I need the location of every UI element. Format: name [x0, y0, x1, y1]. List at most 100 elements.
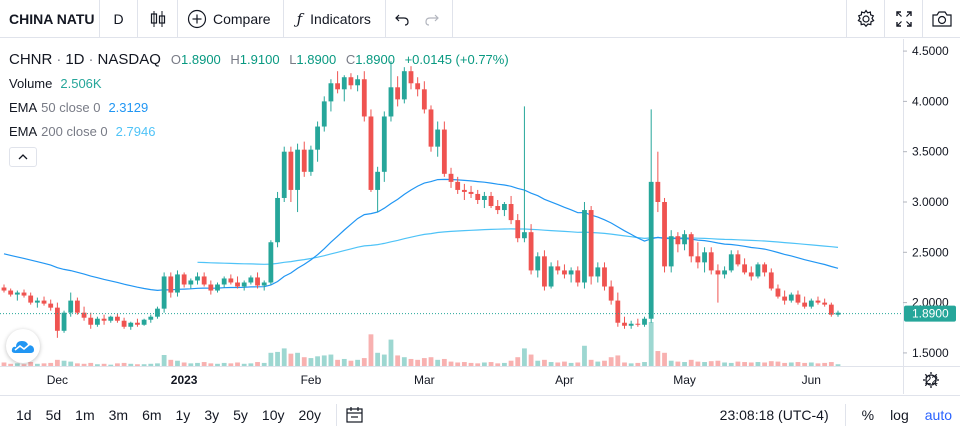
ema50-args: 50 close 0	[41, 99, 101, 115]
percent-scale-toggle[interactable]: %	[861, 407, 875, 423]
candle-body	[501, 204, 507, 211]
candle-body	[535, 256, 541, 271]
range-5d[interactable]: 5d	[45, 406, 62, 423]
ema50-legend-row[interactable]: EMA 50 close 0 2.3129	[9, 95, 515, 119]
chart-type-button[interactable]	[138, 0, 178, 38]
volume-bar	[54, 359, 60, 366]
volume-bar	[355, 359, 361, 366]
candle-body	[34, 300, 40, 303]
range-3m[interactable]: 3m	[108, 406, 129, 423]
auto-scale-toggle[interactable]: auto	[924, 407, 952, 423]
price-chart[interactable]: 4.50004.00003.50003.00002.50002.00001.50…	[0, 39, 960, 394]
candle-body	[495, 206, 501, 211]
calendar-range-icon[interactable]	[345, 406, 365, 424]
candle-body	[461, 189, 467, 192]
volume-bar	[155, 363, 160, 366]
fullscreen-button[interactable]	[884, 0, 922, 38]
candle-body	[568, 270, 574, 275]
chevron-up-icon	[18, 154, 28, 160]
candle-body	[54, 307, 60, 331]
tradingview-logo[interactable]	[6, 329, 40, 363]
legend-dot: ·	[56, 50, 62, 68]
settings-button[interactable]	[846, 0, 884, 38]
volume-bar	[121, 362, 127, 366]
log-scale-toggle[interactable]: log	[890, 407, 909, 423]
volume-bar	[481, 362, 487, 366]
interval-button[interactable]: D	[100, 0, 138, 38]
candle-body	[141, 319, 147, 325]
candle-body	[748, 272, 754, 277]
candle-body	[448, 173, 454, 182]
candle-body	[275, 197, 280, 243]
candle-body	[688, 234, 694, 257]
volume-bar	[115, 363, 120, 366]
collapse-legend-button[interactable]	[9, 147, 37, 167]
candle-body	[608, 286, 614, 301]
candle-body	[735, 254, 741, 265]
y-tick-label: 1.5000	[912, 346, 949, 360]
range-1d[interactable]: 1d	[16, 406, 32, 423]
cloud-chart-icon	[11, 341, 35, 353]
symbol-search-button[interactable]: CHINA NATU	[0, 0, 100, 38]
volume-bar	[248, 363, 254, 366]
volume-bar	[395, 355, 401, 366]
volume-bar	[275, 351, 280, 366]
open-value: 1.8900	[181, 51, 221, 67]
volume-bar	[321, 355, 327, 366]
clock-readout[interactable]: 23:08:18 (UTC-4)	[719, 407, 829, 423]
candle-body	[768, 272, 774, 289]
volume-legend-row[interactable]: Volume 2.506K	[9, 71, 515, 95]
candle-body	[615, 300, 621, 323]
volume-bar	[328, 354, 334, 366]
candle-body	[588, 210, 594, 277]
redo-icon[interactable]	[424, 11, 440, 27]
candle-body	[562, 270, 567, 275]
range-10y[interactable]: 10y	[261, 406, 285, 423]
candle-body	[628, 323, 634, 326]
volume-bar	[108, 364, 114, 366]
volume-bar	[835, 364, 841, 366]
ema200-legend-row[interactable]: EMA 200 close 0 2.7946	[9, 119, 515, 143]
volume-bar	[582, 345, 587, 366]
indicators-button[interactable]: ƒ Indicators	[284, 0, 386, 38]
candle-body	[241, 282, 247, 287]
legend-ohlc: O1.8900 H1.9100 L1.8900 C1.8900 +0.0145 …	[171, 52, 515, 67]
candle-body	[468, 191, 474, 194]
range-6m[interactable]: 6m	[142, 406, 162, 423]
range-20y[interactable]: 20y	[298, 406, 322, 423]
compare-button[interactable]: Compare	[178, 0, 284, 38]
volume-bar	[628, 363, 634, 366]
chart-pane[interactable]: 4.5000 4.0000 3.5000 3.0000 2.5000 2.0000 1.50…	[0, 39, 960, 394]
volume-bar	[708, 361, 714, 366]
gear-icon	[856, 9, 875, 28]
volume-bar	[715, 360, 721, 366]
candle-body	[388, 87, 394, 117]
candle-body	[235, 282, 240, 287]
volume-bar	[755, 362, 761, 366]
candle-body	[175, 274, 180, 293]
range-5y[interactable]: 5y	[233, 406, 248, 423]
high-key: H	[230, 51, 240, 67]
candle-body	[188, 280, 194, 285]
range-1m[interactable]: 1m	[75, 406, 95, 423]
candle-body	[281, 151, 287, 198]
volume-bar	[308, 358, 314, 366]
axis-settings-icon-ray	[934, 383, 938, 387]
volume-bar	[602, 360, 607, 366]
volume-bar	[808, 362, 814, 366]
volume-bar	[261, 362, 267, 366]
screenshot-button[interactable]	[922, 0, 960, 38]
volume-bar	[775, 361, 781, 366]
candle-body	[128, 322, 134, 327]
undo-icon[interactable]	[394, 11, 410, 27]
range-3y[interactable]: 3y	[204, 406, 220, 423]
volume-bar	[642, 362, 647, 366]
volume-bar	[655, 351, 661, 366]
candle-body	[828, 304, 834, 315]
candle-body	[74, 300, 80, 313]
range-1y[interactable]: 1y	[175, 406, 191, 423]
candle-body	[395, 87, 401, 100]
y-tick-label: 4.5000	[912, 44, 949, 58]
candle-body	[295, 149, 300, 190]
volume-bar	[28, 362, 34, 366]
